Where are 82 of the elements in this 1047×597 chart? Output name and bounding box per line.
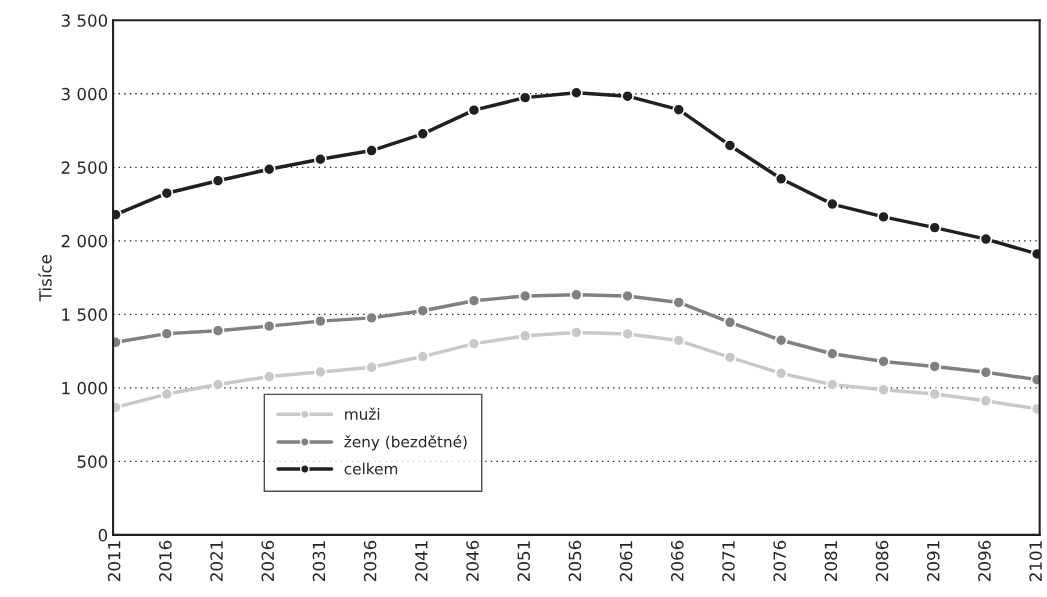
point [416,350,430,363]
x-tick-label: 2046 [466,540,479,581]
point [877,355,890,368]
point [979,365,993,379]
point [774,333,788,347]
point [825,347,839,361]
point [262,370,276,383]
y-tick-label: 3 500 [61,14,108,27]
point [365,311,378,325]
x-tick-label: 2071 [722,541,735,581]
x-tick-label: 2021 [210,541,223,581]
y-tick-label: 2 500 [61,161,108,174]
point [621,327,634,341]
x-tick-label: 2036 [363,540,377,581]
point [518,91,532,105]
point [621,89,634,103]
x-tick-label: 2011 [107,541,121,581]
y-tick-label: 500 [77,455,108,468]
point [416,304,430,318]
point [774,366,788,380]
point [928,221,942,235]
x-tick-label: 2061 [619,541,633,581]
point [518,289,532,303]
y-tick-label: 2 000 [61,234,108,248]
point [928,387,942,401]
point [825,378,839,392]
point [877,210,890,224]
point [160,387,174,401]
y-tick-label: 1 500 [62,308,108,321]
y-tick-label: 1 000 [62,381,108,395]
legend-label: muži [345,407,380,420]
x-tick-label: 2016 [159,540,172,581]
x-tick-label: 2051 [517,541,531,581]
legend-label: ženy (bezdětné) [344,435,467,451]
point [211,174,225,188]
point [928,360,942,373]
point [569,86,583,100]
point [774,172,788,186]
point [262,162,276,176]
x-tick-label: 2076 [773,540,786,581]
point [723,351,737,364]
point [211,324,225,338]
x-tick-label: 2086 [875,540,889,581]
y-tick-label: 0 [98,528,108,542]
point [672,296,686,309]
point [723,139,737,152]
point [160,327,174,341]
point [825,197,839,211]
x-tick-label: 2041 [415,541,428,581]
point [723,315,737,329]
point [569,326,583,339]
point [569,288,583,302]
point [467,294,481,308]
point [160,186,174,200]
point [314,152,327,166]
point [262,319,276,333]
x-tick-label: 2091 [926,541,940,581]
point [979,232,993,246]
point [467,103,481,117]
point [979,394,993,408]
x-tick-label: 2081 [824,541,838,581]
x-tick-label: 2026 [261,540,275,581]
y-axis-title: Tisíce [38,254,52,302]
point [672,103,686,117]
point [877,383,890,397]
legend-label: celkem [344,462,398,475]
x-tick-label: 2096 [978,540,991,581]
point [211,378,225,391]
point [518,329,532,343]
point [365,144,378,157]
point [365,360,378,374]
point [621,289,634,303]
point [314,365,327,379]
point [314,314,327,328]
x-tick-label: 2066 [670,540,684,581]
x-tick-label: 2056 [568,540,582,581]
point [467,337,481,351]
x-tick-label: 2101 [1029,541,1042,581]
point [416,127,430,141]
y-tick-label: 3 000 [61,87,108,101]
point [672,334,686,347]
x-tick-label: 2031 [312,541,326,581]
